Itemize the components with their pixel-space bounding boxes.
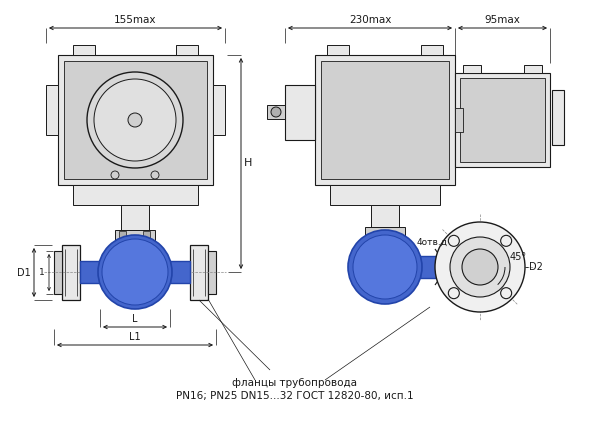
Circle shape — [87, 72, 183, 168]
Bar — [208, 251, 216, 294]
Text: 230max: 230max — [349, 15, 391, 25]
Bar — [176, 45, 198, 55]
Bar — [143, 231, 150, 239]
Text: DN: DN — [462, 285, 477, 295]
Circle shape — [448, 288, 459, 299]
Bar — [73, 185, 198, 205]
Circle shape — [501, 235, 512, 246]
Bar — [46, 85, 58, 135]
Bar — [213, 85, 225, 135]
Bar — [58, 55, 213, 185]
Bar — [267, 105, 285, 119]
Text: PN16; PN25 DN15...32 ГОСТ 12820-80, исп.1: PN16; PN25 DN15...32 ГОСТ 12820-80, исп.… — [176, 391, 414, 401]
Circle shape — [111, 171, 119, 179]
Circle shape — [271, 107, 281, 117]
Bar — [460, 78, 545, 162]
Text: L: L — [132, 314, 138, 324]
Bar — [119, 231, 126, 239]
Text: фланцы трубопровода: фланцы трубопровода — [232, 378, 357, 388]
Circle shape — [151, 171, 159, 179]
Circle shape — [348, 230, 422, 304]
Bar — [62, 245, 80, 300]
Circle shape — [462, 249, 498, 285]
Bar — [421, 45, 443, 55]
Bar — [73, 45, 95, 55]
Bar — [552, 90, 564, 145]
Text: D1: D1 — [17, 267, 31, 278]
Bar — [285, 85, 315, 140]
Bar — [115, 230, 155, 240]
Circle shape — [450, 237, 510, 297]
Bar — [420, 256, 440, 278]
Bar — [524, 65, 542, 73]
Text: 45°: 45° — [510, 252, 527, 262]
Text: D2: D2 — [529, 262, 543, 272]
Bar — [455, 108, 463, 132]
Bar — [371, 205, 399, 227]
Bar — [330, 185, 440, 205]
Circle shape — [501, 288, 512, 299]
Bar — [170, 261, 190, 283]
Text: 1: 1 — [39, 268, 45, 277]
Bar — [327, 45, 349, 55]
Text: 155max: 155max — [114, 15, 157, 25]
Circle shape — [448, 235, 459, 246]
Text: 95max: 95max — [485, 15, 520, 25]
Text: L1: L1 — [129, 332, 141, 342]
Bar — [80, 261, 100, 283]
Circle shape — [353, 235, 417, 299]
Bar — [321, 61, 449, 179]
Circle shape — [94, 79, 176, 161]
Bar — [54, 251, 62, 294]
Bar — [365, 227, 405, 237]
Bar — [64, 61, 207, 179]
Circle shape — [128, 113, 142, 127]
Circle shape — [102, 239, 168, 305]
Text: 4отв.д: 4отв.д — [417, 237, 448, 247]
Circle shape — [435, 222, 525, 312]
Bar — [455, 73, 550, 167]
Text: H: H — [244, 159, 252, 168]
Bar — [463, 65, 481, 73]
Bar — [315, 55, 455, 185]
Bar — [190, 245, 208, 300]
Bar — [123, 240, 145, 242]
Bar — [121, 205, 149, 230]
Circle shape — [98, 235, 172, 309]
